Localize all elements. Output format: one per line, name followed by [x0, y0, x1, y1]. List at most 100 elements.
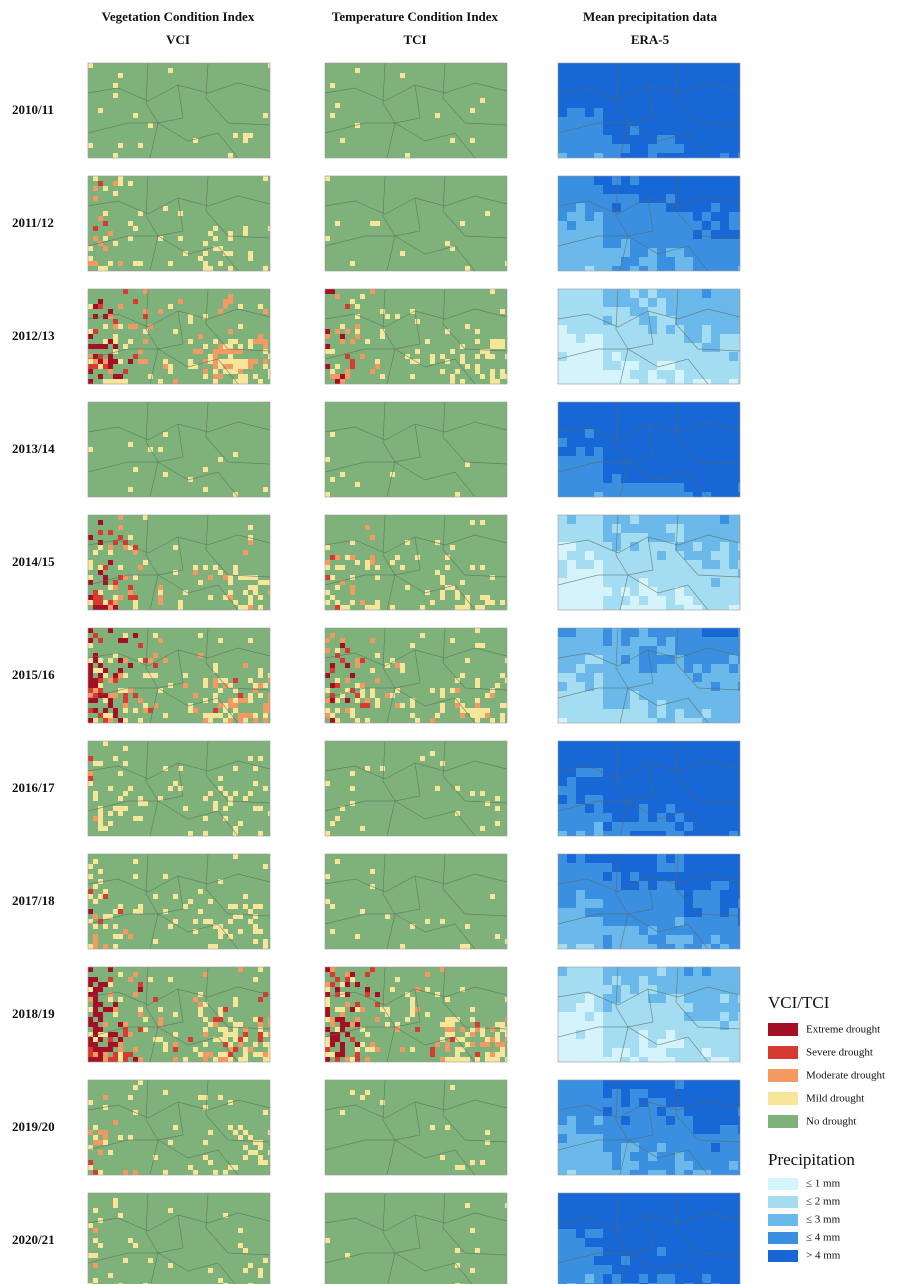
precip-cell: [558, 1012, 567, 1021]
drought-cell: [475, 708, 480, 713]
drought-cell: [325, 831, 330, 836]
precip-cell: [630, 361, 639, 370]
drought-cell: [158, 447, 163, 452]
drought-cell: [268, 580, 273, 585]
drought-cell: [500, 309, 505, 314]
drought-cell: [228, 359, 233, 364]
drought-cell: [103, 914, 108, 919]
drought-cell: [93, 344, 98, 349]
legend-label: Moderate drought: [806, 1070, 885, 1082]
drought-cell: [355, 1042, 360, 1047]
drought-cell: [133, 816, 138, 821]
drought-cell: [163, 359, 168, 364]
drought-cell: [103, 1130, 108, 1135]
drought-cell: [178, 236, 183, 241]
row-label: 2017/18: [12, 893, 55, 908]
precip-cell: [711, 298, 720, 307]
drought-cell: [460, 1057, 465, 1062]
precip-cell: [702, 203, 711, 212]
precip-cell: [585, 429, 594, 438]
drought-cell: [113, 924, 118, 929]
precip-cell: [630, 298, 639, 307]
precip-cell: [576, 248, 585, 257]
drought-cell: [495, 796, 500, 801]
drought-cell: [168, 1208, 173, 1213]
precip-cell: [675, 176, 684, 185]
drought-cell: [143, 708, 148, 713]
drought-cell: [88, 600, 93, 605]
drought-cell: [380, 334, 385, 339]
drought-cell: [128, 1238, 133, 1243]
drought-cell: [93, 186, 98, 191]
drought-cell: [123, 698, 128, 703]
drought-cell: [345, 663, 350, 668]
precip-cell: [576, 212, 585, 221]
precip-cell: [576, 1003, 585, 1012]
drought-cell: [98, 673, 103, 678]
drought-cell: [258, 683, 263, 688]
drought-cell: [203, 1057, 208, 1062]
precip-cell: [558, 542, 567, 551]
drought-cell: [465, 1042, 470, 1047]
drought-cell: [400, 251, 405, 256]
precip-cell: [684, 185, 693, 194]
drought-cell: [350, 972, 355, 977]
precip-cell: [639, 257, 648, 266]
drought-cell: [128, 585, 133, 590]
drought-cell: [208, 575, 213, 580]
drought-cell: [450, 379, 455, 384]
drought-cell: [123, 638, 128, 643]
drought-cell: [98, 108, 103, 113]
drought-cell: [470, 708, 475, 713]
drought-cell: [108, 530, 113, 535]
drought-cell: [445, 1125, 450, 1130]
drought-cell: [325, 1238, 330, 1243]
drought-cell: [243, 1032, 248, 1037]
drought-cell: [243, 713, 248, 718]
drought-cell: [218, 309, 223, 314]
precip-cell: [684, 298, 693, 307]
drought-cell: [223, 1052, 228, 1057]
drought-cell: [138, 1080, 143, 1085]
drought-cell: [88, 364, 93, 369]
legend-label: ≤ 3 mm: [806, 1214, 841, 1226]
precip-cell: [576, 700, 585, 709]
drought-cell: [355, 698, 360, 703]
precip-cell: [567, 370, 576, 379]
drought-cell: [123, 1052, 128, 1057]
precip-cell: [720, 176, 729, 185]
precip-cell: [558, 944, 567, 953]
precip-cell: [585, 221, 594, 230]
precip-cell: [639, 709, 648, 718]
drought-cell: [360, 600, 365, 605]
drought-cell: [350, 1090, 355, 1095]
drought-cell: [88, 143, 93, 148]
drought-cell: [223, 1170, 228, 1175]
precip-cell: [702, 854, 711, 863]
drought-cell: [108, 1057, 113, 1062]
drought-cell: [188, 1037, 193, 1042]
precip-cell: [720, 628, 729, 637]
precip-cell: [576, 1152, 585, 1161]
drought-cell: [505, 658, 510, 663]
precip-cell: [675, 967, 684, 976]
precip-cell: [567, 569, 576, 578]
drought-cell: [218, 1278, 223, 1283]
precip-cell: [612, 944, 621, 953]
drought-cell: [410, 713, 415, 718]
precip-cell: [702, 976, 711, 985]
precip-cell: [729, 881, 738, 890]
drought-cell: [253, 977, 258, 982]
drought-cell: [93, 761, 98, 766]
drought-cell: [203, 919, 208, 924]
precip-cell: [738, 967, 747, 976]
drought-cell: [330, 1037, 335, 1042]
drought-cell: [258, 1268, 263, 1273]
drought-cell: [375, 364, 380, 369]
drought-cell: [335, 555, 340, 560]
drought-cell: [108, 1037, 113, 1042]
precip-cell: [693, 967, 702, 976]
map: [88, 854, 270, 949]
drought-cell: [203, 713, 208, 718]
precip-cell: [603, 370, 612, 379]
